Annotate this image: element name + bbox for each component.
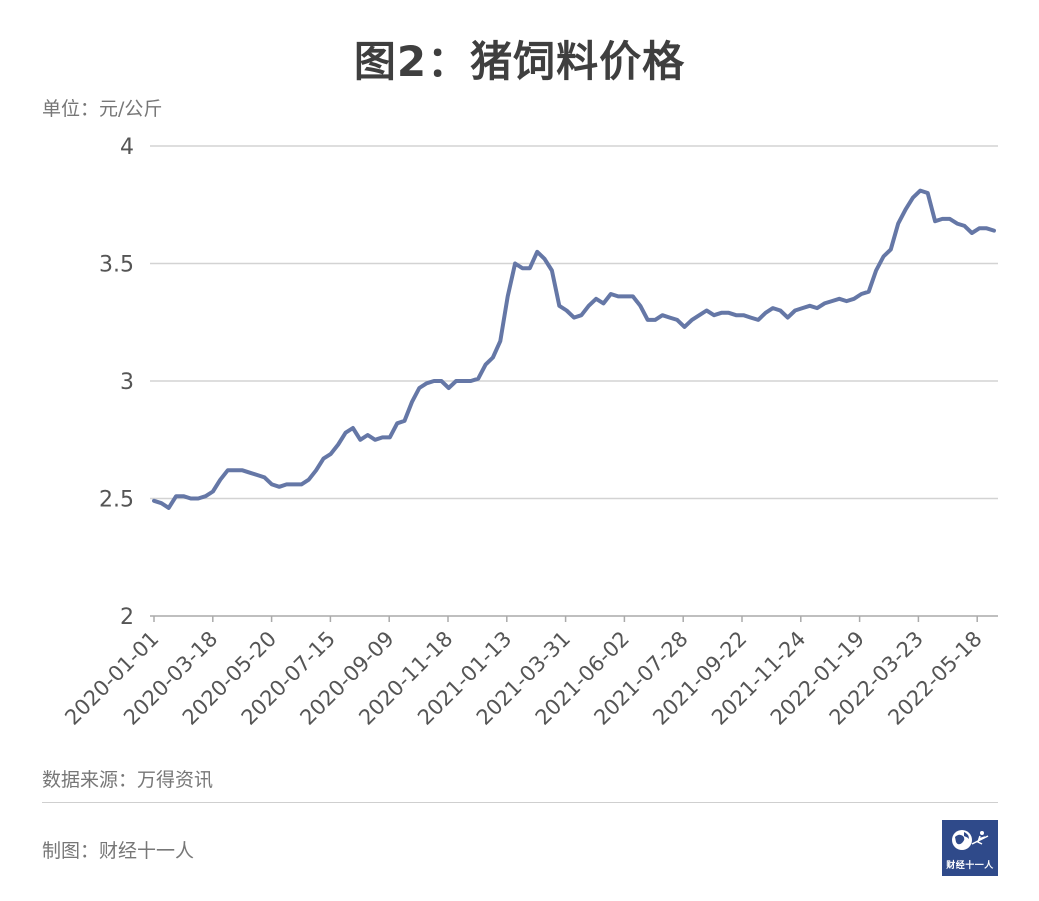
line-chart: 22.533.542020-01-012020-03-182020-05-202… <box>60 135 998 730</box>
y-tick-label: 4 <box>120 135 134 160</box>
data-source: 数据来源：万得资讯 <box>42 769 214 791</box>
y-tick-label: 2 <box>120 605 134 630</box>
logo-text: 财经十一人 <box>946 861 994 871</box>
y-tick-label: 3 <box>120 370 134 395</box>
y-tick-label: 3.5 <box>99 253 134 278</box>
chart-title: 图2：猪饲料价格 <box>353 37 686 86</box>
globe-icon <box>952 830 989 850</box>
y-tick-label: 2.5 <box>99 488 134 513</box>
chart-maker: 制图：财经十一人 <box>42 840 195 862</box>
unit-label: 单位：元/公斤 <box>42 98 163 120</box>
series-line <box>152 188 996 510</box>
brand-logo: 财经十一人 <box>942 820 998 876</box>
footer-divider <box>42 802 998 803</box>
